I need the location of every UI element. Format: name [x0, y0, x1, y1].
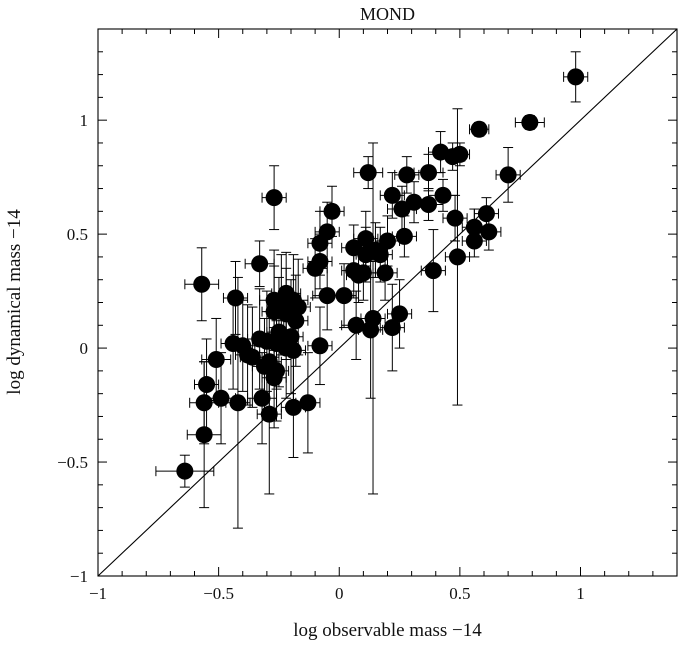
data-point [477, 205, 495, 223]
data-point [323, 202, 341, 220]
data-point [398, 166, 416, 184]
data-point [311, 234, 329, 252]
data-point [567, 68, 585, 86]
data-point [393, 200, 411, 218]
tick-labels: −1 −0.5 0 0.5 1 −1 −0.5 0 0.5 1 [57, 111, 585, 603]
data-point [193, 275, 211, 293]
data-point [335, 287, 353, 305]
data-point [243, 348, 261, 366]
x-tick-label: 0.5 [449, 584, 470, 603]
data-point [383, 186, 401, 204]
axis-ticks [97, 28, 678, 577]
data-point [265, 369, 283, 387]
data-point [420, 195, 438, 213]
y-tick-label: 1 [80, 111, 89, 130]
data-point [448, 248, 466, 266]
data-point [424, 262, 442, 280]
x-tick-label: 1 [576, 584, 585, 603]
data-point [287, 312, 305, 330]
data-point [521, 113, 539, 131]
data-point [376, 264, 394, 282]
data-point [229, 394, 247, 412]
data-point [391, 305, 409, 323]
chart-title: MOND [360, 4, 415, 24]
data-point [260, 405, 278, 423]
data-point [207, 350, 225, 368]
data-point [357, 246, 375, 264]
data-point [359, 164, 377, 182]
data-point [284, 341, 302, 359]
data-point [253, 389, 271, 407]
data-point [318, 287, 336, 305]
data-point [465, 218, 483, 236]
data-point [347, 316, 365, 334]
y-tick-label: −1 [70, 567, 88, 586]
data-point [265, 189, 283, 207]
data-point [306, 259, 324, 277]
data-point [311, 337, 329, 355]
data-point [446, 209, 464, 227]
data-point [251, 255, 269, 273]
data-point [480, 223, 498, 241]
data-point [195, 394, 213, 412]
x-tick-label: −0.5 [203, 584, 234, 603]
data-point [379, 232, 396, 250]
data-point [299, 394, 317, 412]
data-point [371, 246, 389, 264]
y-tick-label: 0 [80, 339, 89, 358]
y-tick-label: 0.5 [67, 225, 88, 244]
data-point [434, 186, 452, 204]
data-point [284, 398, 302, 416]
data-point [195, 426, 213, 444]
data-point [465, 232, 483, 250]
data-point [499, 166, 517, 184]
data-point [227, 289, 245, 307]
data-point [383, 319, 401, 337]
y-tick-label: −0.5 [57, 453, 88, 472]
data-point [198, 376, 216, 394]
data-point [176, 462, 194, 480]
x-axis-label: log observable mass −14 [293, 620, 482, 641]
identity-reference-line [97, 28, 678, 577]
data-point [470, 120, 488, 138]
data-point [357, 230, 375, 248]
data-point [395, 227, 413, 245]
data-point [350, 266, 368, 284]
x-tick-label: 0 [335, 584, 344, 603]
data-points [176, 68, 585, 480]
x-tick-label: −1 [89, 584, 107, 603]
y-axis-label: log dynamical mass −14 [4, 209, 25, 395]
data-point [451, 145, 469, 163]
data-point [420, 164, 438, 182]
data-point [212, 389, 230, 407]
data-point [362, 321, 380, 339]
